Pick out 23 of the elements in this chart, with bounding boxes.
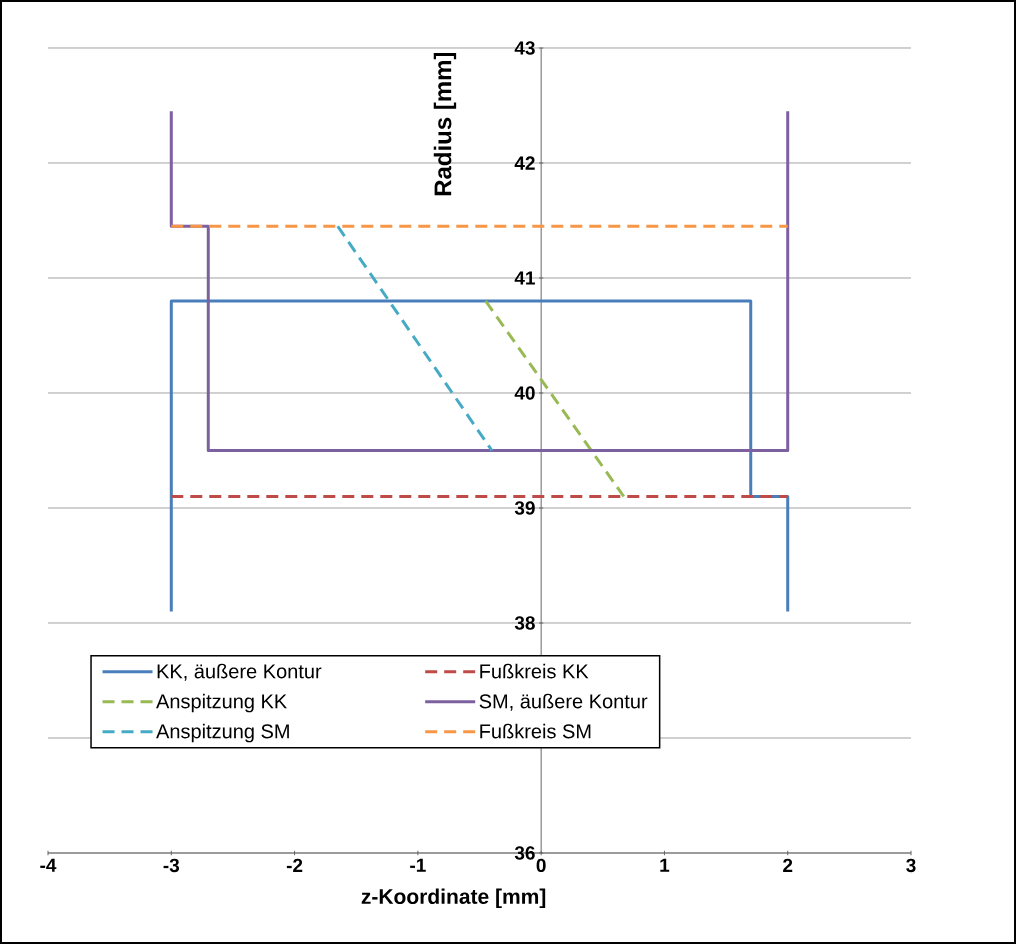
- legend-label: Fußkreis SM: [480, 723, 591, 739]
- y-tick-label: 41: [514, 271, 535, 285]
- legend-label: Anspitzung KK: [156, 693, 287, 713]
- y-tick-label: 43: [514, 41, 535, 55]
- y-tick-label: 39: [514, 501, 535, 515]
- y-tick-label: 42: [514, 156, 535, 170]
- y-tick-label: 40: [514, 386, 535, 400]
- x-tick-label: 1: [660, 858, 670, 872]
- x-tick-label: 0: [536, 858, 546, 873]
- x-axis-title: z-Koordinate [mm]: [361, 888, 546, 909]
- x-tick-label: -3: [163, 858, 180, 873]
- x-tick-label: -1: [410, 858, 426, 872]
- x-tick-label: -4: [40, 858, 57, 872]
- y-axis-title: Radius [mm]: [433, 52, 457, 196]
- legend-label: KK, äußere Kontur: [157, 663, 322, 681]
- legend-label: SM, äußere Kontur: [479, 693, 648, 711]
- legend-label: Anspitzung SM: [156, 723, 289, 743]
- x-tick-label: -2: [286, 858, 303, 872]
- x-tick-label: 2: [783, 858, 793, 872]
- y-tick-label: 38: [514, 616, 535, 630]
- y-tick-label: 36: [514, 846, 535, 860]
- legend-label: Fußkreis KK: [480, 663, 589, 679]
- x-tick-label: 3: [906, 858, 916, 873]
